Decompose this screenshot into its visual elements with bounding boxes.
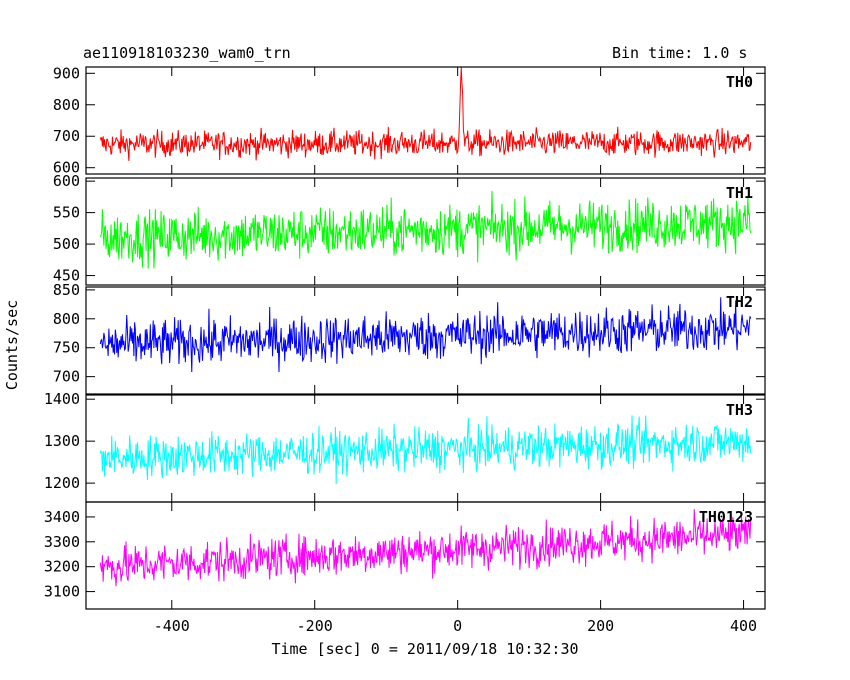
panel-label-th2: TH2 [726, 293, 753, 311]
y-tick-label: 1200 [44, 474, 80, 492]
bin-time-label: Bin time: 1.0 s [612, 44, 748, 62]
panel-th3: 1200 1300 1400 TH3 [44, 390, 766, 503]
panel-frame [85, 66, 766, 175]
y-tick-label: 3300 [44, 533, 80, 551]
series-line-th0123 [99, 509, 752, 587]
chart-title: ae110918103230_wam0_trn [83, 44, 291, 62]
series-line-th3 [99, 415, 752, 485]
x-tick-label: -400 [154, 617, 190, 635]
x-tick-label: -200 [297, 617, 333, 635]
panel-th2: 700 750 800 850 TH2 [53, 281, 766, 395]
panel-label-th0123: TH0123 [699, 508, 753, 526]
x-tick-label: 0 [453, 617, 462, 635]
panel-th1: 450 500 550 600 TH1 [53, 172, 766, 286]
y-tick-label: 800 [53, 310, 80, 328]
y-tick-label: 1300 [44, 432, 80, 450]
x-axis-label: Time [sec] 0 = 2011/09/18 10:32:30 [271, 640, 578, 658]
panels-layer: 600 700 800 900 TH0 450 500 550 600 TH1 700 750 800 8… [44, 64, 766, 635]
panel-th0: 600 700 800 900 TH0 [53, 64, 766, 177]
y-tick-label: 550 [53, 204, 80, 222]
y-tick-label: 850 [53, 281, 80, 299]
x-tick-label: 200 [587, 617, 614, 635]
panel-label-th0: TH0 [726, 73, 753, 91]
series-line-th2 [99, 297, 752, 373]
y-tick-label: 500 [53, 235, 80, 253]
panel-frame [85, 501, 766, 610]
panel-label-th3: TH3 [726, 401, 753, 419]
y-tick-label: 3100 [44, 583, 80, 601]
y-tick-label: 700 [53, 127, 80, 145]
y-axis-label: Counts/sec [3, 300, 21, 390]
y-tick-label: 750 [53, 339, 80, 357]
panel-th0123: 3100 3200 3300 3400 TH0123 [44, 501, 766, 610]
y-tick-label: 600 [53, 172, 80, 190]
panel-frame [85, 177, 766, 286]
y-tick-label: 450 [53, 267, 80, 285]
x-tick-label: 400 [730, 617, 757, 635]
y-tick-label: 700 [53, 368, 80, 386]
panel-label-th1: TH1 [726, 184, 753, 202]
series-line-th1 [99, 190, 752, 269]
y-tick-label: 3200 [44, 558, 80, 576]
y-tick-label: 800 [53, 96, 80, 114]
y-tick-label: 900 [53, 64, 80, 82]
panel-frame [85, 286, 766, 395]
y-tick-label: 3400 [44, 508, 80, 526]
series-line-th0 [99, 67, 752, 161]
y-tick-label: 1400 [44, 390, 80, 408]
y-tick-label: 600 [53, 159, 80, 177]
